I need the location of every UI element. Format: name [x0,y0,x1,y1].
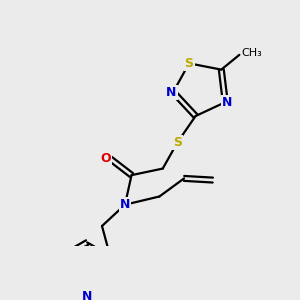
Text: N: N [120,198,130,211]
Text: S: S [184,57,194,70]
Text: O: O [100,152,111,165]
Text: CH₃: CH₃ [242,48,262,58]
Text: N: N [82,290,92,300]
Text: S: S [173,136,182,149]
Text: N: N [167,85,177,98]
Text: N: N [222,96,232,109]
